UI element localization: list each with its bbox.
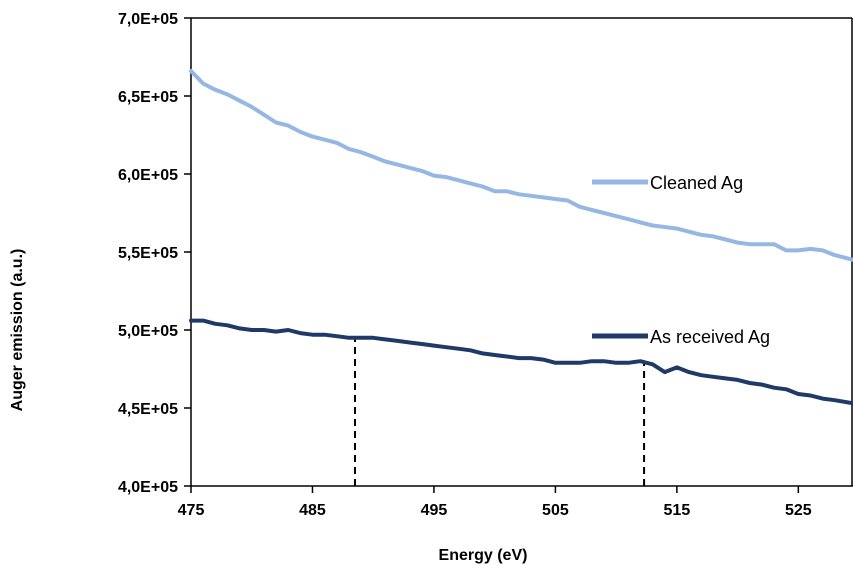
annotation-lines — [353, 337, 646, 486]
y-tick-label: 5,0E+05 — [118, 323, 178, 340]
y-axis-title: Auger emission (a.u.) — [9, 249, 26, 412]
x-axis-title: Energy (eV) — [439, 547, 528, 564]
x-tick-label: 515 — [664, 502, 691, 519]
cleaned-ag-line — [189, 69, 853, 262]
y-axis: 4,0E+05 4,5E+05 5,0E+05 5,5E+05 6,0E+05 6,5E+… — [118, 11, 191, 496]
x-tick-label: 495 — [421, 502, 448, 519]
legend-label-cleaned-ag: Cleaned Ag — [650, 173, 743, 193]
y-tick-label: 5,5E+05 — [118, 245, 178, 262]
legend-label-as-received-ag: As received Ag — [650, 327, 770, 347]
x-axis: 475 485 495 505 515 525 — [178, 486, 812, 519]
plot-frame — [190, 17, 853, 487]
y-tick-label: 4,5E+05 — [118, 401, 178, 418]
y-tick-label: 4,0E+05 — [118, 479, 178, 496]
y-tick-label: 6,5E+05 — [118, 89, 178, 106]
x-tick-label: 485 — [299, 502, 326, 519]
x-tick-label: 505 — [542, 502, 569, 519]
x-tick-label: 525 — [785, 502, 812, 519]
x-tick-label: 475 — [178, 502, 205, 519]
as-received-ag-line — [189, 318, 853, 406]
legend: Cleaned Ag As received Ag — [592, 173, 770, 347]
y-tick-label: 6,0E+05 — [118, 167, 178, 184]
y-tick-label: 7,0E+05 — [118, 11, 178, 28]
series-lines — [189, 69, 853, 406]
